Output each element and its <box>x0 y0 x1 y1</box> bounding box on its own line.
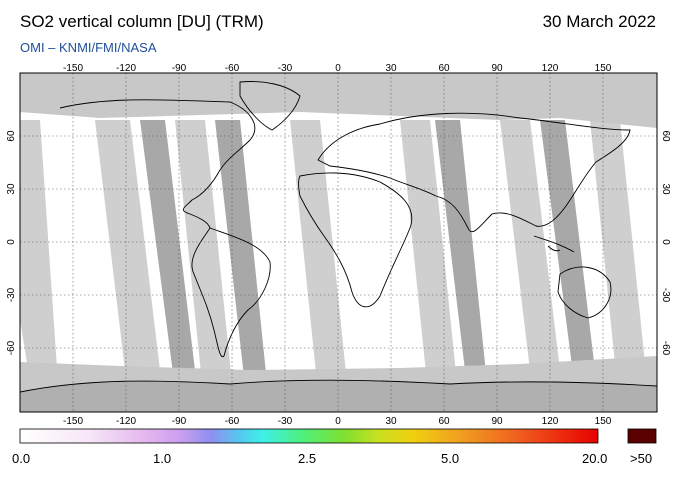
lon-tick-bottom: -30 <box>278 416 293 427</box>
colorbar-overflow <box>627 428 657 444</box>
lon-tick-top: -30 <box>278 63 293 74</box>
lon-tick-top: -120 <box>116 63 136 74</box>
map-title: SO2 vertical column [DU] (TRM) <box>20 12 264 31</box>
coastlines <box>59 81 631 358</box>
colorbar-label: 20.0 <box>582 451 608 466</box>
lon-tick-top: -150 <box>63 63 83 74</box>
lat-tick-left: -30 <box>6 287 17 302</box>
lat-ticks-right: 60 30 0 -30 -60 <box>660 130 671 355</box>
lon-tick-bottom: 30 <box>385 416 397 427</box>
lon-ticks-bottom: -150 -120 -90 -60 -30 0 30 60 90 120 150 <box>63 416 612 427</box>
orbit-swaths <box>20 120 650 412</box>
lon-tick-top: 150 <box>595 63 612 74</box>
data-credit: OMI – KNMI/FMI/NASA <box>20 40 157 55</box>
lat-tick-right: 0 <box>660 239 671 245</box>
lat-tick-right: -60 <box>660 341 671 356</box>
lon-tick-bottom: 90 <box>491 416 503 427</box>
lon-tick-bottom: -120 <box>116 416 136 427</box>
lon-tick-top: 90 <box>491 63 503 74</box>
lon-tick-bottom: -90 <box>172 416 187 427</box>
lon-tick-top: 60 <box>438 63 450 74</box>
lat-tick-right: -30 <box>660 288 671 303</box>
lat-tick-left: 0 <box>6 239 17 245</box>
lon-tick-top: 30 <box>385 63 397 74</box>
lon-tick-top: 120 <box>542 63 559 74</box>
lat-tick-left: 30 <box>6 183 17 195</box>
lat-tick-right: 60 <box>660 130 671 142</box>
lon-tick-bottom: 60 <box>438 416 450 427</box>
lat-tick-left: -60 <box>6 340 17 355</box>
lon-tick-bottom: -150 <box>63 416 83 427</box>
lon-tick-bottom: 0 <box>335 416 341 427</box>
graticule <box>20 73 657 412</box>
colorbar-label: 5.0 <box>441 451 460 466</box>
lon-tick-bottom: -60 <box>225 416 240 427</box>
lat-tick-left: 60 <box>6 130 17 142</box>
lon-tick-bottom: 120 <box>542 416 559 427</box>
lat-ticks-left: 60 30 0 -30 -60 <box>6 130 17 355</box>
lon-ticks-top: -150 -120 -90 -60 -30 0 30 60 90 120 150 <box>63 63 612 74</box>
colorbar <box>19 428 599 444</box>
map-frame <box>19 72 658 413</box>
lon-tick-top: -60 <box>225 63 240 74</box>
colorbar-label: 1.0 <box>153 451 172 466</box>
lon-tick-bottom: 150 <box>595 416 612 427</box>
colorbar-label: 2.5 <box>298 451 317 466</box>
map-date: 30 March 2022 <box>542 12 656 31</box>
lon-tick-top: -90 <box>172 63 187 74</box>
lat-tick-right: 30 <box>660 183 671 195</box>
data-gaps <box>140 120 600 412</box>
antarctica-coast <box>20 379 657 412</box>
colorbar-label: >50 <box>630 451 653 466</box>
map-area <box>20 73 657 412</box>
lon-tick-top: 0 <box>335 63 341 74</box>
colorbar-label: 0.0 <box>12 451 31 466</box>
